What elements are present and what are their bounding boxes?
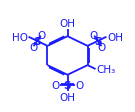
Text: O: O <box>37 31 45 41</box>
Text: O: O <box>76 80 84 90</box>
Text: S: S <box>64 80 71 90</box>
Text: O: O <box>90 31 98 41</box>
Text: HO: HO <box>12 32 28 42</box>
Text: O: O <box>98 42 106 52</box>
Text: OH: OH <box>60 92 75 102</box>
Text: OH: OH <box>107 32 123 42</box>
Text: OH: OH <box>60 19 75 29</box>
Text: S: S <box>94 37 102 46</box>
Text: O: O <box>51 80 59 90</box>
Text: S: S <box>33 37 41 46</box>
Text: CH₃: CH₃ <box>96 65 115 75</box>
Text: O: O <box>29 42 37 52</box>
